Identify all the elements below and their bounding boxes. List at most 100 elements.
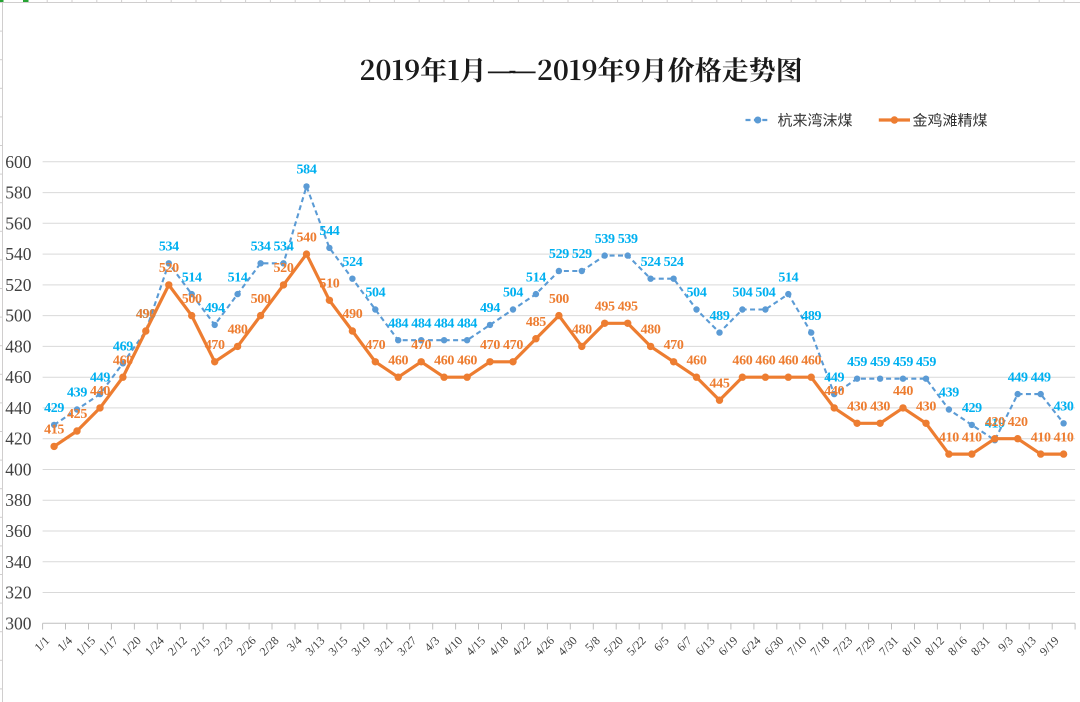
series-point <box>256 311 265 320</box>
y-axis-tick-label: 580 <box>5 183 32 203</box>
y-axis-tick-label: 300 <box>5 613 32 633</box>
series-point <box>669 358 678 366</box>
series-point <box>463 373 471 381</box>
legend-item-hanglaiwan[interactable] <box>745 112 853 127</box>
data-label: 459 <box>870 355 890 370</box>
series-point <box>601 319 609 327</box>
data-label: 500 <box>251 292 271 307</box>
series-point <box>1060 420 1067 427</box>
data-label: 500 <box>182 292 202 307</box>
data-label: 470 <box>480 338 500 353</box>
data-label: 420 <box>985 415 1005 430</box>
series-point <box>142 327 150 335</box>
series-point <box>968 421 975 429</box>
series-lines[interactable] <box>50 183 1068 458</box>
data-label: 445 <box>710 376 730 391</box>
data-label: 459 <box>916 355 936 370</box>
x-axis-tick-label: 8/10 <box>899 634 924 659</box>
series-point <box>188 290 195 298</box>
data-label: 534 <box>274 240 294 255</box>
series-point <box>119 373 127 381</box>
x-axis-tick-label: 6/13 <box>693 634 718 659</box>
data-label: 460 <box>457 353 477 368</box>
data-label: 524 <box>342 255 362 270</box>
series-point <box>233 342 242 351</box>
x-axis-tick-label: 9/19 <box>1037 634 1062 659</box>
em-dash-joiner <box>509 70 516 74</box>
series-point <box>165 281 173 289</box>
x-axis-tick-label: 4/30 <box>555 634 580 659</box>
x-axis-tick-label: 5/20 <box>601 634 626 659</box>
legend[interactable] <box>745 112 988 127</box>
x-axis-tick-label: 5/8 <box>582 634 603 655</box>
series-1[interactable] <box>50 250 1068 458</box>
series-point <box>808 329 815 336</box>
x-axis-tick-label: 6/5 <box>651 634 672 655</box>
plot-gridlines <box>42 161 1076 593</box>
x-axis-tick-label: 7/18 <box>807 634 832 659</box>
data-label: 534 <box>251 240 271 255</box>
series-point <box>968 450 976 458</box>
data-label: 449 <box>90 370 110 385</box>
series-point <box>418 337 425 344</box>
data-label: 489 <box>801 309 821 324</box>
series-point <box>853 419 861 427</box>
data-label: 495 <box>618 300 638 315</box>
data-label: 440 <box>893 384 913 399</box>
series-point <box>73 427 81 435</box>
y-axis-labels: 300 320 340 360 380 400 420 440 460 480 500 520 540 5… <box>5 152 32 633</box>
data-label: 504 <box>503 286 523 301</box>
data-label: 410 <box>1031 430 1051 445</box>
series-point <box>509 358 517 366</box>
series-point <box>165 260 172 267</box>
legend-label-jinjitan <box>912 112 987 127</box>
series-point <box>325 296 334 304</box>
legend-item-jinjitan[interactable] <box>878 112 987 127</box>
series-point <box>119 360 127 367</box>
series-point <box>1037 390 1044 398</box>
series-point <box>1059 450 1068 458</box>
x-axis-tick-label: 4/15 <box>463 634 488 659</box>
data-label: 504 <box>687 286 707 301</box>
series-point <box>876 419 884 427</box>
x-axis-tick-label: 2/15 <box>188 634 213 659</box>
x-axis-tick-label: 3/4 <box>284 634 305 655</box>
data-label: 514 <box>228 270 248 285</box>
data-label: 440 <box>90 384 110 399</box>
series-point <box>899 404 907 412</box>
data-label: 534 <box>159 240 179 255</box>
x-axis-tick-label: 1/15 <box>73 634 98 659</box>
series-point <box>211 321 218 329</box>
data-label: 425 <box>67 407 87 422</box>
data-label: 494 <box>480 301 500 316</box>
data-label: 410 <box>939 430 959 445</box>
series-point <box>899 375 907 382</box>
series-point <box>922 419 930 427</box>
data-label: 494 <box>205 301 225 316</box>
y-axis-tick-label: 540 <box>5 244 32 264</box>
series-point <box>394 373 402 381</box>
series-point <box>555 267 563 275</box>
chart-title[interactable] <box>361 56 802 83</box>
x-axis-tick-label: 6/7 <box>674 634 695 655</box>
series-point <box>876 375 884 382</box>
series-point <box>784 373 792 381</box>
series-point <box>302 250 311 258</box>
data-label: 484 <box>457 316 477 331</box>
series-point <box>326 244 333 252</box>
x-axis-tick-label: 1/4 <box>54 634 75 655</box>
x-axis-tick-label: 4/26 <box>532 634 557 659</box>
x-axis-tick-label: 2/28 <box>257 634 282 659</box>
x-axis-tick-label: 2/26 <box>234 634 259 659</box>
y-axis-tick-label: 560 <box>5 213 32 233</box>
data-label: 544 <box>319 224 339 239</box>
data-label: 489 <box>710 309 730 324</box>
data-label: 504 <box>755 286 775 301</box>
data-label: 490 <box>136 307 156 322</box>
legend-marker-hanglaiwan <box>754 116 762 124</box>
y-axis-tick-label: 360 <box>5 521 32 541</box>
data-label: 540 <box>297 230 317 245</box>
series-point <box>1014 435 1022 443</box>
